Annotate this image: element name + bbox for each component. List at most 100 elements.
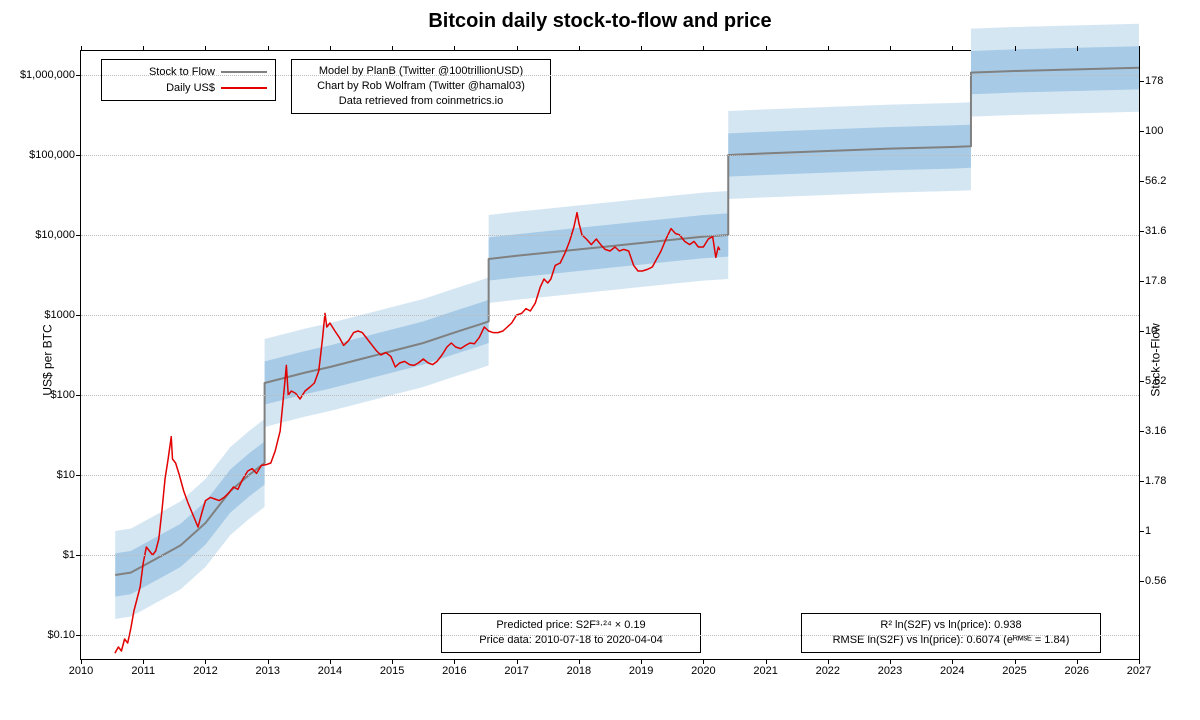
x-tick-label: 2012 xyxy=(193,665,217,677)
legend-row-s2f: Stock to Flow xyxy=(110,64,267,80)
y-axis-right-label: Stock-to-Flow xyxy=(1148,323,1162,396)
x-tick xyxy=(890,46,891,51)
x-tick xyxy=(454,659,455,664)
x-tick xyxy=(703,46,704,51)
x-tick xyxy=(81,659,82,664)
gridline xyxy=(81,155,1139,156)
footer-left-box: Predicted price: S2F³·²⁴ × 0.19 Price da… xyxy=(441,613,701,653)
legend-s2f-swatch xyxy=(221,71,267,73)
x-tick-label: 2010 xyxy=(69,665,93,677)
x-tick xyxy=(392,46,393,51)
footer-right-line-1: R² ln(S2F) vs ln(price): 0.938 xyxy=(810,618,1092,633)
gridline xyxy=(81,395,1139,396)
legend-price-label: Daily US$ xyxy=(110,82,221,94)
y-right-tick-label: 17.8 xyxy=(1145,275,1166,287)
x-tick xyxy=(952,659,953,664)
y-right-tick xyxy=(1139,381,1144,382)
y-right-tick xyxy=(1139,181,1144,182)
y-right-tick xyxy=(1139,531,1144,532)
y-right-tick xyxy=(1139,281,1144,282)
s2f-line xyxy=(115,68,1139,575)
x-tick-label: 2025 xyxy=(1002,665,1026,677)
chart-svg xyxy=(81,51,1139,659)
x-tick xyxy=(703,659,704,664)
plot-area: Stock to Flow Daily US$ Model by PlanB (… xyxy=(80,50,1140,660)
y-right-tick-label: 1.78 xyxy=(1145,475,1166,487)
x-tick xyxy=(268,46,269,51)
x-tick xyxy=(205,46,206,51)
x-tick xyxy=(517,46,518,51)
x-tick-label: 2016 xyxy=(442,665,466,677)
gridline xyxy=(81,635,1139,636)
x-tick xyxy=(1015,659,1016,664)
gridline xyxy=(81,555,1139,556)
legend-s2f-label: Stock to Flow xyxy=(110,66,221,78)
y-right-tick-label: 178 xyxy=(1145,75,1163,87)
y-right-tick-label: 56.2 xyxy=(1145,175,1166,187)
x-tick xyxy=(641,46,642,51)
x-tick-label: 2014 xyxy=(318,665,342,677)
x-tick xyxy=(579,659,580,664)
x-tick-label: 2024 xyxy=(940,665,964,677)
x-tick xyxy=(81,46,82,51)
x-tick xyxy=(143,659,144,664)
x-tick xyxy=(828,659,829,664)
y-right-tick xyxy=(1139,331,1144,332)
y-right-tick-label: 1 xyxy=(1145,525,1151,537)
y-right-tick-label: 100 xyxy=(1145,125,1163,137)
gridline xyxy=(81,75,1139,76)
x-tick xyxy=(1077,46,1078,51)
y-left-tick-label: $10,000 xyxy=(35,229,75,241)
x-tick-label: 2011 xyxy=(131,665,155,677)
y-left-tick-label: $10 xyxy=(57,469,75,481)
x-tick xyxy=(143,46,144,51)
y-left-tick xyxy=(76,75,81,76)
credit-box: Model by PlanB (Twitter @100trillionUSD)… xyxy=(291,59,551,114)
y-right-tick xyxy=(1139,131,1144,132)
x-tick xyxy=(268,659,269,664)
x-tick xyxy=(766,46,767,51)
x-tick xyxy=(330,659,331,664)
band-inner xyxy=(115,46,1139,596)
x-tick xyxy=(330,46,331,51)
x-tick xyxy=(205,659,206,664)
x-tick xyxy=(890,659,891,664)
x-tick-label: 2015 xyxy=(380,665,404,677)
y-left-tick xyxy=(76,635,81,636)
legend-price-swatch xyxy=(221,87,267,89)
x-tick xyxy=(641,659,642,664)
x-tick-label: 2026 xyxy=(1065,665,1089,677)
x-tick-label: 2017 xyxy=(504,665,528,677)
y-right-tick-label: 0.56 xyxy=(1145,575,1166,587)
y-left-tick-label: $100,000 xyxy=(29,149,75,161)
gridline xyxy=(81,475,1139,476)
y-left-tick xyxy=(76,315,81,316)
x-tick xyxy=(579,46,580,51)
x-tick xyxy=(454,46,455,51)
x-tick-label: 2022 xyxy=(816,665,840,677)
x-tick xyxy=(828,46,829,51)
credit-line-2: Chart by Rob Wolfram (Twitter @hamal03) xyxy=(300,79,542,94)
band-outer xyxy=(115,24,1139,619)
x-tick xyxy=(1077,659,1078,664)
y-right-tick-label: 31.6 xyxy=(1145,225,1166,237)
legend-row-price: Daily US$ xyxy=(110,80,267,96)
y-right-tick xyxy=(1139,231,1144,232)
gridline xyxy=(81,235,1139,236)
y-left-tick-label: $0.10 xyxy=(47,629,75,641)
y-right-tick xyxy=(1139,581,1144,582)
y-left-tick-label: $1,000,000 xyxy=(20,69,75,81)
credit-line-3: Data retrieved from coinmetrics.io xyxy=(300,94,542,109)
y-right-tick xyxy=(1139,431,1144,432)
y-left-tick xyxy=(76,555,81,556)
x-tick-label: 2018 xyxy=(567,665,591,677)
x-tick xyxy=(1139,46,1140,51)
x-tick xyxy=(1139,659,1140,664)
x-tick-label: 2013 xyxy=(255,665,279,677)
y-right-tick-label: 3.16 xyxy=(1145,425,1166,437)
credit-line-1: Model by PlanB (Twitter @100trillionUSD) xyxy=(300,64,542,79)
y-left-tick-label: $1000 xyxy=(44,309,75,321)
x-tick xyxy=(517,659,518,664)
x-tick-label: 2027 xyxy=(1127,665,1151,677)
x-tick-label: 2019 xyxy=(629,665,653,677)
